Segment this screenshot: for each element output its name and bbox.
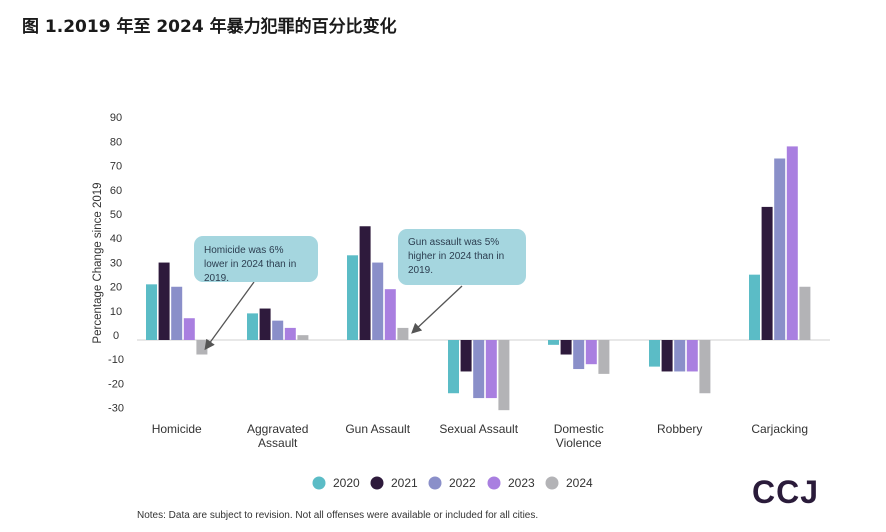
bar-2022-cat-2	[372, 262, 384, 340]
y-tick-label: 90	[110, 112, 122, 124]
x-tick-label: Homicide	[152, 422, 202, 436]
homicide-callout: Homicide was 6% lower in 2024 than in 20…	[194, 236, 318, 284]
y-tick-label: 50	[110, 209, 122, 221]
bar-2021-cat-1	[259, 308, 271, 340]
bar-2022-cat-4	[573, 340, 585, 370]
bar-2024-cat-4	[598, 340, 610, 374]
legend-swatch-2020	[312, 476, 326, 490]
legend-label-2023: 2023	[508, 476, 535, 490]
bar-2024-cat-3	[498, 340, 510, 411]
y-tick-label: -30	[108, 403, 124, 415]
bar-2021-cat-0	[158, 262, 170, 340]
bar-2023-cat-0	[183, 318, 195, 340]
y-tick-label: -20	[108, 378, 124, 390]
bar-2022-cat-5	[674, 340, 686, 372]
y-tick-label: 0	[113, 330, 119, 342]
bar-2020-cat-5	[649, 340, 660, 367]
legend: 2020 2021 2022 2023 2024	[312, 476, 593, 490]
bar-2021-cat-3	[460, 340, 472, 372]
bar-2024-cat-0	[196, 340, 208, 355]
x-tick-label: Gun Assault	[345, 422, 410, 436]
bar-2024-cat-5	[699, 340, 711, 394]
homicide-arrow	[204, 281, 255, 351]
x-tick-label: Sexual Assault	[439, 422, 518, 436]
x-tick-label: Aggravated	[247, 422, 308, 436]
x-tick-label: Robbery	[657, 422, 702, 436]
legend-swatch-2024	[545, 476, 559, 490]
y-tick-label: -10	[108, 354, 124, 366]
bar-2020-cat-1	[247, 313, 258, 340]
legend-label-2020: 2020	[333, 476, 360, 490]
bar-2020-cat-4	[548, 340, 559, 345]
y-tick-label: 10	[110, 306, 122, 318]
bar-2022-cat-1	[272, 320, 284, 340]
bars	[146, 146, 811, 411]
legend-label-2024: 2024	[566, 476, 593, 490]
bar-2022-cat-6	[774, 158, 786, 340]
bar-2020-cat-6	[749, 274, 760, 340]
notes-text: Notes: Data are subject to revision. Not…	[137, 510, 539, 521]
y-tick-label: 80	[110, 136, 122, 148]
y-tick-label: 60	[110, 185, 122, 197]
bar-2023-cat-6	[786, 146, 798, 340]
x-tick-label: Violence	[556, 436, 602, 450]
bar-2020-cat-2	[347, 255, 358, 340]
y-axis-label: Percentage Change since 2019	[92, 182, 104, 343]
ccj-logo: CCJ	[752, 474, 820, 510]
callout-arrows	[204, 281, 463, 351]
y-tick-label: 70	[110, 161, 122, 173]
y-tick-label: 20	[110, 282, 122, 294]
bar-2020-cat-0	[146, 284, 157, 340]
x-tick-label: Carjacking	[751, 422, 808, 436]
legend-swatch-2023	[487, 476, 501, 490]
y-tick-label: 40	[110, 233, 122, 245]
bar-2024-cat-6	[799, 286, 811, 340]
legend-label-2022: 2022	[449, 476, 476, 490]
chart-title: 图 1.2019 年至 2024 年暴力犯罪的百分比变化	[22, 17, 397, 37]
bar-2021-cat-4	[560, 340, 572, 355]
gun-assault-callout: Gun assault was 5% higher in 2024 than i…	[398, 229, 526, 285]
bar-2023-cat-5	[686, 340, 698, 372]
bar-2022-cat-3	[473, 340, 485, 399]
bar-2022-cat-0	[171, 286, 183, 340]
bar-2023-cat-3	[485, 340, 497, 399]
gun-assault-arrow	[411, 285, 463, 334]
bar-2021-cat-5	[661, 340, 673, 372]
legend-swatch-2022	[428, 476, 442, 490]
legend-swatch-2021	[370, 476, 384, 490]
bar-2023-cat-4	[585, 340, 597, 365]
bar-2021-cat-6	[761, 206, 773, 340]
bar-2024-cat-2	[397, 327, 409, 340]
y-tick-label: 30	[110, 257, 122, 269]
legend-label-2021: 2021	[391, 476, 418, 490]
x-tick-label: Assault	[258, 436, 298, 450]
bar-2023-cat-2	[384, 289, 396, 340]
bar-2021-cat-2	[359, 226, 371, 340]
bar-2020-cat-3	[448, 340, 459, 394]
x-tick-label: Domestic	[554, 422, 604, 436]
bar-2024-cat-1	[297, 335, 309, 340]
bar-2023-cat-1	[284, 327, 296, 340]
